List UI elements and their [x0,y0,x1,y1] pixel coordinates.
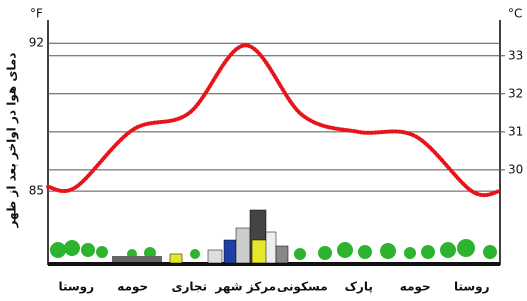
chart: °F °C دمای هوا در اواخر بعد از ظهر 85 92 3… [0,0,527,297]
y-axis-label: دمای هوا در اواخر بعد از ظهر [5,53,20,229]
x-tick-label: حومه [117,280,148,295]
y-unit: °F [30,7,43,21]
y2-tick-label: 32 [508,86,523,100]
y2-unit: °C [508,7,522,21]
y2-tick-label: 33 [508,48,523,62]
x-tick-label: روستا [454,280,490,295]
x-tick-label: حومه [400,280,431,295]
x-tick-label: تجاری [171,280,207,294]
x-tick-label: روستا [58,280,94,295]
y-tick-label: 92 [29,36,44,50]
y2-tick-label: 31 [508,124,523,138]
y2-tick-label: 30 [508,162,523,176]
x-tick-label: مسکونی [277,280,328,295]
line-series [48,45,500,195]
x-tick-label: پارک [345,280,373,294]
skyline [48,210,500,266]
x-tick-label: مرکز شهر [214,280,276,294]
y-tick-label: 85 [29,184,44,198]
